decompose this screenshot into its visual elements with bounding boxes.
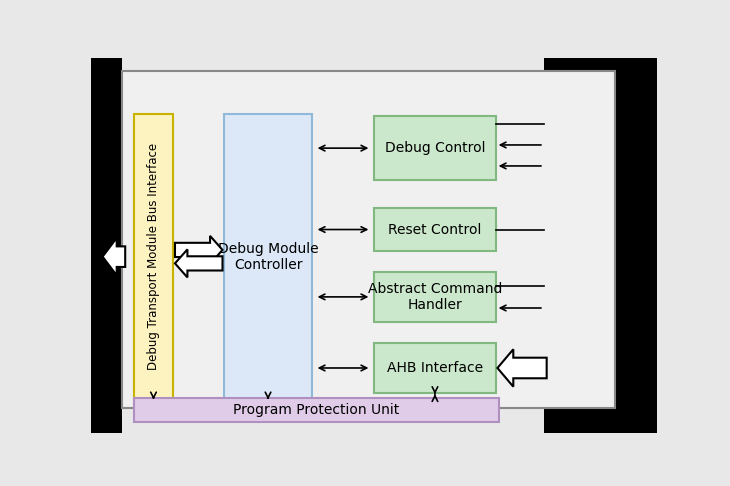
Bar <box>91 58 123 433</box>
Text: Reset Control: Reset Control <box>388 223 482 237</box>
Bar <box>134 115 173 399</box>
Bar <box>374 116 496 180</box>
Text: AHB Interface: AHB Interface <box>387 361 483 375</box>
FancyArrow shape <box>497 349 547 387</box>
FancyArrow shape <box>175 236 223 264</box>
FancyArrow shape <box>175 249 223 278</box>
FancyArrow shape <box>102 238 126 276</box>
Bar <box>374 272 496 322</box>
Bar <box>544 58 657 433</box>
Bar <box>134 398 499 422</box>
Text: Abstract Command
Handler: Abstract Command Handler <box>368 282 502 312</box>
Bar <box>374 343 496 393</box>
Text: Debug Transport Module Bus Interface: Debug Transport Module Bus Interface <box>147 143 160 370</box>
Bar <box>123 71 615 408</box>
Bar <box>224 115 312 399</box>
Text: Debug Control: Debug Control <box>385 141 485 155</box>
Bar <box>374 208 496 251</box>
Text: Debug Module
Controller: Debug Module Controller <box>218 242 318 272</box>
Text: Program Protection Unit: Program Protection Unit <box>233 403 399 417</box>
